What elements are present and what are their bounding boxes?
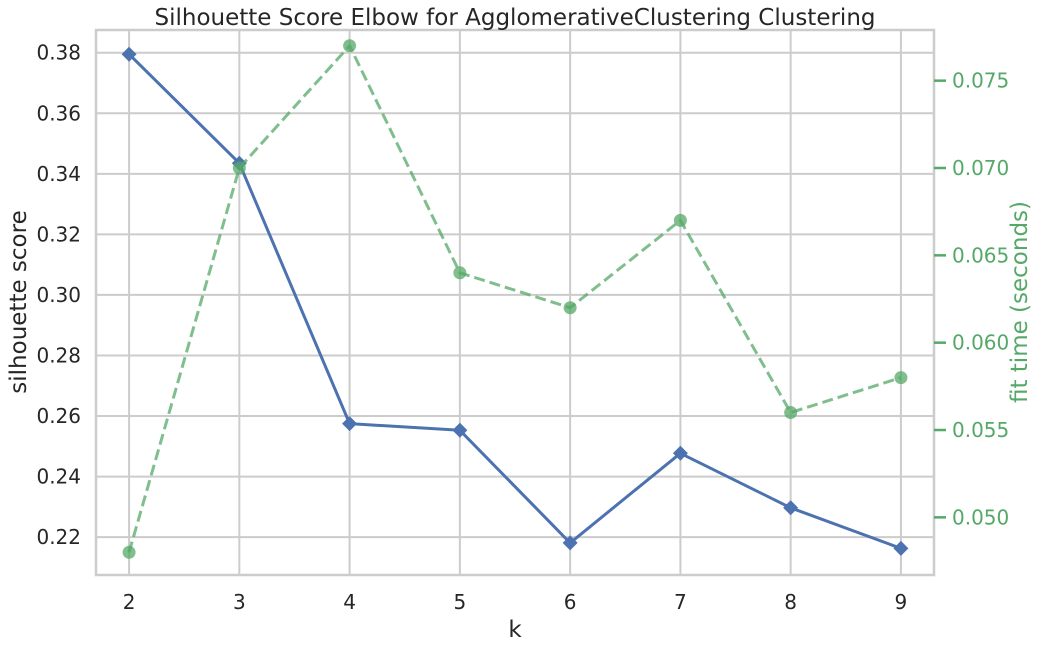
y-axis-label: silhouette score bbox=[6, 210, 32, 393]
series-1-point bbox=[232, 161, 246, 175]
y-tick-label: 0.34 bbox=[36, 162, 81, 186]
y2-tick-label: 0.050 bbox=[952, 505, 1009, 529]
series-1-point bbox=[453, 266, 467, 280]
x-tick-label: 2 bbox=[123, 590, 136, 614]
x-tick-label: 3 bbox=[233, 590, 246, 614]
grid-layer bbox=[96, 30, 934, 575]
y-tick-label: 0.24 bbox=[36, 465, 81, 489]
y2-tick-label: 0.065 bbox=[952, 243, 1009, 267]
series-1-point bbox=[894, 371, 908, 385]
y2-tick-label: 0.075 bbox=[952, 69, 1009, 93]
x-axis-label: k bbox=[508, 617, 522, 643]
series-1-point bbox=[343, 39, 357, 53]
y-tick-label: 0.38 bbox=[36, 41, 81, 65]
series-1-point bbox=[122, 545, 136, 559]
series-0-point bbox=[121, 46, 137, 62]
y-tick-label: 0.36 bbox=[36, 101, 81, 125]
series-0-point bbox=[672, 445, 688, 461]
y-tick-label: 0.28 bbox=[36, 343, 81, 367]
series-0-line bbox=[128, 53, 902, 550]
x-tick-label: 9 bbox=[895, 590, 908, 614]
series-0-point bbox=[893, 540, 909, 556]
y2-tick-label: 0.060 bbox=[952, 331, 1009, 355]
y-tick-label: 0.30 bbox=[36, 283, 81, 307]
series-1-point bbox=[563, 301, 577, 315]
chart-title: Silhouette Score Elbow for Agglomerative… bbox=[154, 5, 875, 31]
series-0-point bbox=[783, 500, 799, 516]
y2-tick-label: 0.070 bbox=[952, 156, 1009, 180]
y-tick-label: 0.22 bbox=[36, 525, 81, 549]
x-tick-label: 8 bbox=[784, 590, 797, 614]
series-1-point bbox=[673, 213, 687, 227]
x-tick-label: 7 bbox=[674, 590, 687, 614]
plot-frame bbox=[94, 28, 936, 577]
tick-layer: 2 3 4 5 6 7 8 9 0.22 0.24 0.26 0.28 0.30 0.32 0.34 0.36… bbox=[36, 41, 1009, 614]
series-0-point bbox=[562, 535, 578, 551]
y-tick-label: 0.26 bbox=[36, 404, 81, 428]
y2-axis-label: fit time (seconds) bbox=[1007, 201, 1033, 403]
series-0-point bbox=[342, 416, 358, 432]
y2-tick-label: 0.055 bbox=[952, 418, 1009, 442]
x-tick-label: 4 bbox=[343, 590, 356, 614]
series-layer bbox=[121, 39, 909, 559]
y-tick-label: 0.32 bbox=[36, 222, 81, 246]
series-1-line bbox=[127, 44, 902, 553]
x-tick-label: 5 bbox=[454, 590, 467, 614]
series-0-point bbox=[452, 422, 468, 438]
series-1-point bbox=[784, 406, 798, 420]
x-tick-label: 6 bbox=[564, 590, 577, 614]
